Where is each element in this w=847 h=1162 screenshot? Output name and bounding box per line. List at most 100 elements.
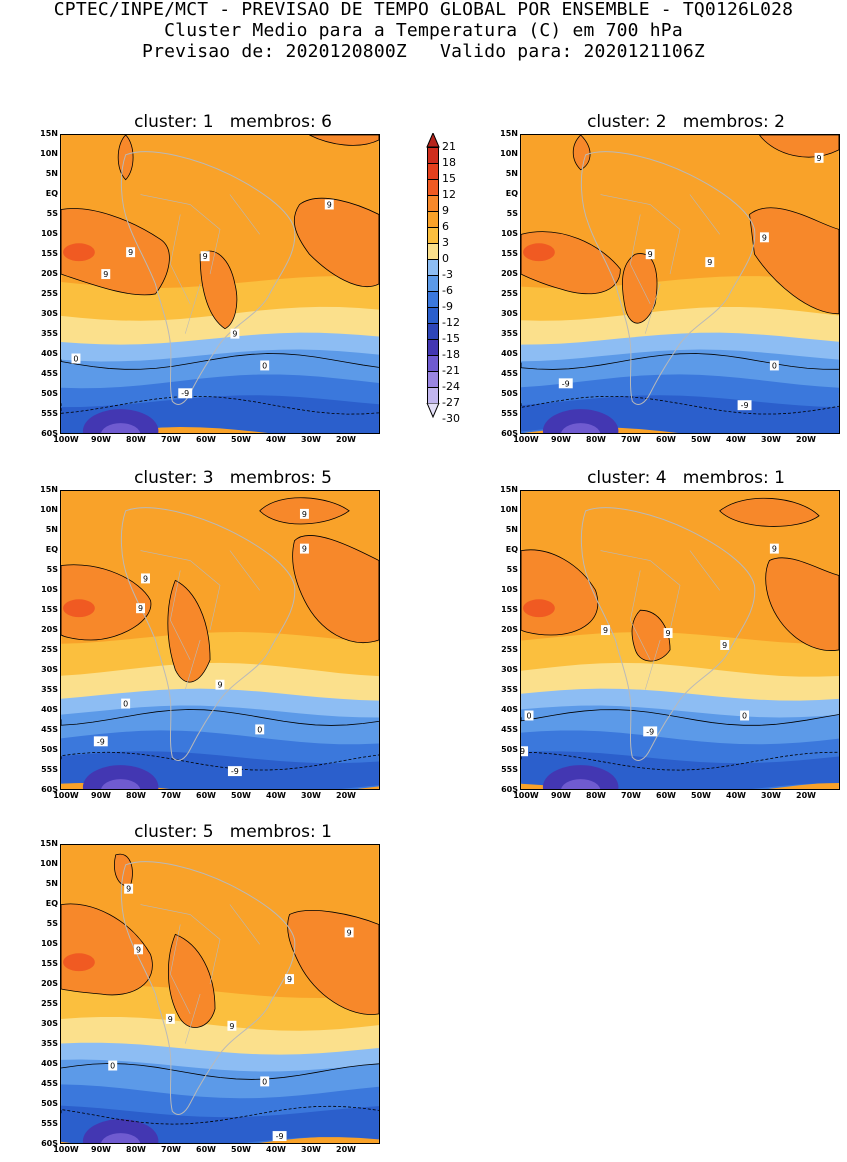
contour-label: 9	[285, 974, 295, 984]
longitude-axis: 100W 90W 80W 70W 60W 50W 40W 30W 20W	[513, 791, 840, 803]
warm-region-9	[719, 497, 820, 527]
colorbar-label: 18	[442, 156, 456, 169]
contour-label: 0	[260, 360, 270, 370]
longitude-tick-label: 80W	[586, 791, 606, 800]
latitude-tick-label: 55S	[501, 409, 518, 418]
country-borders	[600, 194, 720, 334]
warm-region-9	[765, 557, 839, 651]
latitude-tick-label: 15S	[41, 249, 58, 258]
longitude-tick-label: 100W	[53, 435, 79, 444]
longitude-tick-label: 60W	[196, 1145, 216, 1154]
svg-text:-9: -9	[231, 767, 239, 776]
latitude-tick-label: 25S	[41, 999, 58, 1008]
svg-text:-9: -9	[97, 737, 105, 746]
latitude-tick-label: 10S	[41, 229, 58, 238]
latitude-tick-label: 60S	[501, 429, 518, 438]
longitude-tick-label: 60W	[656, 791, 676, 800]
svg-text:9: 9	[302, 510, 307, 519]
colorbar-label: 15	[442, 172, 456, 185]
longitude-tick-label: 90W	[91, 791, 111, 800]
latitude-tick-label: 20S	[501, 625, 518, 634]
latitude-tick-label: 40S	[501, 349, 518, 358]
longitude-tick-label: 80W	[126, 435, 146, 444]
latitude-tick-label: 10N	[500, 505, 518, 514]
latitude-tick-label: 25S	[501, 645, 518, 654]
temperature-field: 9 9 9 9 9 0 0 -9 -9	[61, 491, 379, 789]
longitude-axis: 100W 90W 80W 70W 60W 50W 40W 30W 20W	[513, 435, 840, 447]
warm-region-9	[631, 609, 671, 662]
longitude-tick-label: 80W	[586, 435, 606, 444]
longitude-tick-label: 50W	[231, 1145, 251, 1154]
svg-text:9: 9	[128, 248, 133, 257]
latitude-tick-label: 35S	[41, 1039, 58, 1048]
south-america-coastline	[120, 151, 296, 405]
svg-text:9: 9	[603, 626, 608, 635]
latitude-tick-label: 25S	[41, 289, 58, 298]
latitude-tick-label: 15S	[501, 605, 518, 614]
latitude-tick-label: EQ	[45, 545, 58, 554]
latitude-tick-label: EQ	[505, 545, 518, 554]
contour-label: 9	[663, 628, 673, 638]
colorbar-label: -27	[442, 396, 460, 409]
latitude-tick-label: 10S	[501, 229, 518, 238]
latitude-tick-label: 60S	[501, 785, 518, 794]
latitude-tick-label: 35S	[41, 685, 58, 694]
south-america-coastline	[120, 861, 296, 1115]
warm-core-12	[63, 243, 95, 262]
contour-line-0	[61, 353, 379, 370]
map-panel-cluster-4: cluster: 4 membros: 1 15N 10N 5N EQ 5S 10S 15S…	[460, 468, 840, 808]
temperature-map: 9 9 9 9 0 -9 -9	[520, 134, 840, 434]
colorbar-swatch	[427, 323, 439, 339]
svg-text:-9: -9	[741, 401, 749, 410]
warm-region-9	[572, 135, 591, 171]
latitude-tick-label: 10S	[41, 939, 58, 948]
colorbar-swatch	[427, 211, 439, 227]
svg-text:9: 9	[203, 252, 208, 261]
warm-region-9	[622, 253, 658, 324]
colorbar-swatch	[427, 291, 439, 307]
longitude-tick-label: 20W	[336, 435, 356, 444]
latitude-tick-label: 35S	[501, 685, 518, 694]
latitude-axis: 15N 10N 5N EQ 5S 10S 15S 20S 25S 30S 35S 40S 45S 50S 5…	[488, 486, 518, 794]
warm-region-9	[309, 135, 379, 146]
contour-label: 0	[121, 698, 131, 709]
longitude-tick-label: 40W	[726, 435, 746, 444]
temperature-map: 9 9 9 9 9 9 0 0 -9	[60, 844, 380, 1144]
colorbar-label: -3	[442, 268, 453, 281]
cold-core-center	[561, 423, 601, 433]
country-borders	[600, 550, 720, 690]
latitude-tick-label: 30S	[501, 665, 518, 674]
longitude-axis: 100W 90W 80W 70W 60W 50W 40W 30W 20W	[53, 435, 380, 447]
longitude-tick-label: 100W	[513, 435, 539, 444]
cold-core-center	[101, 423, 141, 433]
svg-text:-9: -9	[181, 389, 189, 398]
colorbar-swatch	[427, 195, 439, 211]
svg-text:0: 0	[262, 361, 267, 370]
contour-label: 9	[645, 249, 655, 259]
latitude-tick-label: 5N	[505, 169, 518, 178]
latitude-tick-label: 5N	[505, 525, 518, 534]
temperature-map: 9 9 9 9 0 0 -9 -9	[520, 490, 840, 790]
contour-label: 0	[108, 1060, 118, 1071]
svg-text:9: 9	[103, 270, 108, 279]
svg-text:9: 9	[327, 201, 332, 210]
panel-title: cluster: 2 membros: 2	[587, 112, 785, 132]
latitude-tick-label: 5N	[45, 169, 58, 178]
longitude-tick-label: 90W	[551, 435, 571, 444]
cold-core-center	[101, 779, 141, 789]
latitude-tick-label: 45S	[501, 369, 518, 378]
latitude-axis: 15N 10N 5N EQ 5S 10S 15S 20S 25S 30S 35S 40S 45S 50S 5…	[28, 130, 58, 438]
country-borders	[140, 904, 260, 1044]
latitude-tick-label: 50S	[41, 745, 58, 754]
longitude-tick-label: 50W	[231, 791, 251, 800]
svg-text:0: 0	[123, 700, 128, 709]
contour-label: -9	[178, 388, 193, 398]
contour-line-minus-9	[521, 395, 839, 415]
latitude-tick-label: 10N	[40, 859, 58, 868]
latitude-tick-label: 20S	[41, 269, 58, 278]
header-line-2: Cluster Medio para a Temperatura (C) em …	[164, 20, 683, 41]
latitude-tick-label: 15S	[501, 249, 518, 258]
latitude-tick-label: 15S	[41, 959, 58, 968]
latitude-tick-label: 10S	[41, 585, 58, 594]
panel-title: cluster: 5 membros: 1	[134, 822, 332, 842]
